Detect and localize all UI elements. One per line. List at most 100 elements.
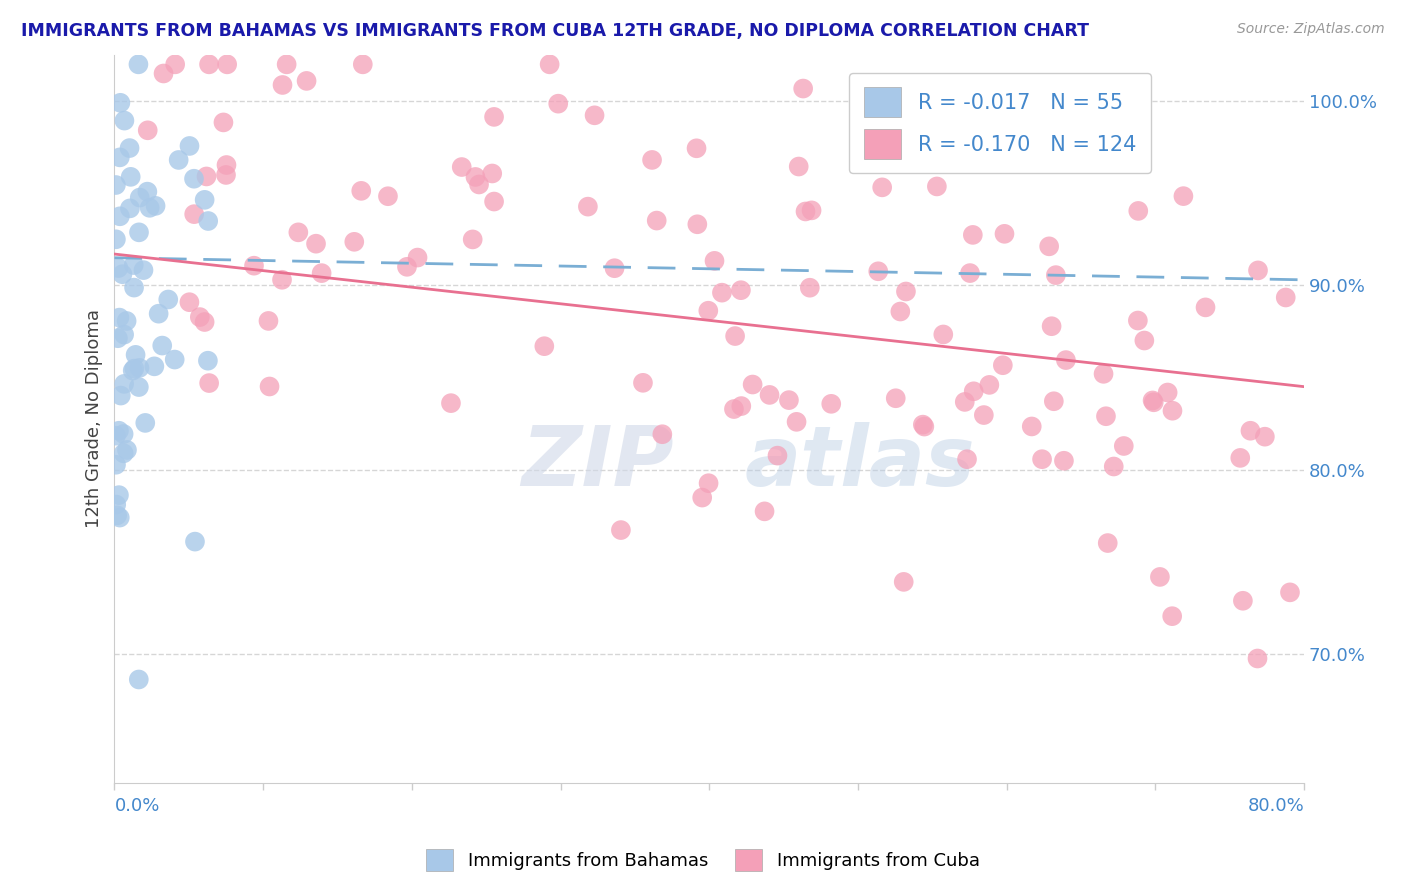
Point — [157, 293, 180, 307]
Point — [963, 384, 986, 399]
Point — [105, 498, 128, 512]
Point — [105, 458, 128, 472]
Point — [925, 179, 948, 194]
Point — [1112, 439, 1135, 453]
Point — [697, 476, 720, 491]
Point — [305, 236, 328, 251]
Point — [1095, 409, 1118, 424]
Point — [163, 352, 186, 367]
Point — [110, 95, 132, 110]
Point — [1045, 268, 1067, 282]
Point — [165, 57, 187, 71]
Point — [538, 57, 561, 71]
Point — [1021, 419, 1043, 434]
Point — [932, 327, 955, 342]
Point — [122, 258, 145, 272]
Point — [124, 361, 146, 376]
Point — [1149, 570, 1171, 584]
Point — [179, 139, 201, 153]
Point — [377, 189, 399, 203]
Point — [645, 213, 668, 227]
Point — [1173, 189, 1195, 203]
Point — [184, 534, 207, 549]
Point — [703, 253, 725, 268]
Point — [962, 227, 984, 242]
Point — [461, 232, 484, 246]
Text: IMMIGRANTS FROM BAHAMAS VS IMMIGRANTS FROM CUBA 12TH GRADE, NO DIPLOMA CORRELATI: IMMIGRANTS FROM BAHAMAS VS IMMIGRANTS FR… — [21, 22, 1090, 40]
Point — [464, 169, 486, 184]
Point — [148, 307, 170, 321]
Point — [1229, 450, 1251, 465]
Point — [145, 199, 167, 213]
Point — [287, 225, 309, 239]
Point — [956, 452, 979, 467]
Point — [195, 169, 218, 184]
Point — [651, 427, 673, 442]
Point — [766, 449, 789, 463]
Point — [1274, 291, 1296, 305]
Point — [778, 393, 800, 408]
Point — [1085, 140, 1108, 154]
Point — [1161, 609, 1184, 624]
Point — [800, 203, 823, 218]
Point — [1040, 319, 1063, 334]
Point — [799, 281, 821, 295]
Point — [271, 273, 294, 287]
Point — [108, 424, 131, 438]
Point — [820, 397, 842, 411]
Point — [104, 178, 127, 192]
Point — [111, 267, 134, 281]
Point — [118, 141, 141, 155]
Point — [911, 417, 934, 432]
Point — [127, 57, 149, 71]
Point — [1133, 334, 1156, 348]
Point — [1278, 585, 1301, 599]
Point — [197, 214, 219, 228]
Point — [1194, 301, 1216, 315]
Point — [108, 150, 131, 164]
Point — [105, 508, 128, 523]
Point — [1239, 424, 1261, 438]
Point — [576, 200, 599, 214]
Point — [1031, 452, 1053, 467]
Point — [215, 158, 238, 172]
Point — [108, 209, 131, 223]
Point — [1054, 353, 1077, 368]
Point — [259, 379, 281, 393]
Point — [179, 295, 201, 310]
Point — [547, 96, 569, 111]
Point — [183, 171, 205, 186]
Point — [870, 180, 893, 194]
Text: 80.0%: 80.0% — [1247, 797, 1305, 815]
Point — [1232, 594, 1254, 608]
Point — [710, 285, 733, 300]
Point — [134, 416, 156, 430]
Point — [112, 376, 135, 391]
Point — [1097, 536, 1119, 550]
Point — [991, 358, 1014, 372]
Point — [112, 113, 135, 128]
Point — [198, 376, 221, 390]
Point — [136, 123, 159, 137]
Point — [468, 178, 491, 192]
Point — [128, 225, 150, 239]
Point — [150, 338, 173, 352]
Point — [115, 314, 138, 328]
Point — [120, 169, 142, 184]
Point — [194, 315, 217, 329]
Point — [1246, 651, 1268, 665]
Point — [132, 263, 155, 277]
Point — [188, 310, 211, 324]
Point — [295, 74, 318, 88]
Point — [1254, 430, 1277, 444]
Point — [1128, 203, 1150, 218]
Point — [953, 395, 976, 409]
Point — [128, 360, 150, 375]
Text: Source: ZipAtlas.com: Source: ZipAtlas.com — [1237, 22, 1385, 37]
Point — [167, 153, 190, 167]
Point — [143, 359, 166, 374]
Point — [741, 377, 763, 392]
Point — [792, 81, 814, 95]
Point — [257, 314, 280, 328]
Point — [276, 57, 298, 71]
